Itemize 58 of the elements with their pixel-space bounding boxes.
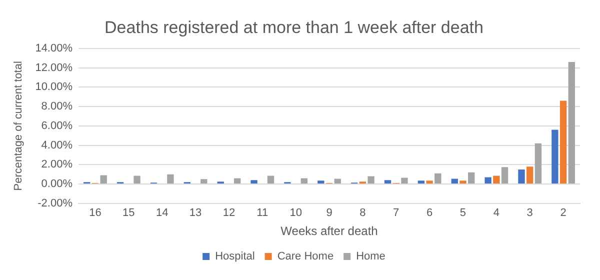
bar xyxy=(134,176,140,184)
x-tick-label: 9 xyxy=(326,207,332,220)
bar xyxy=(493,176,500,184)
bar xyxy=(552,130,558,184)
x-tick-label: 10 xyxy=(290,207,302,220)
bar xyxy=(560,100,567,184)
bar xyxy=(318,180,324,184)
x-tick-label: 6 xyxy=(426,207,433,220)
bar xyxy=(484,177,492,184)
x-tick-label: 15 xyxy=(122,207,135,220)
x-tick-label: 3 xyxy=(526,207,533,220)
x-tick-label: 11 xyxy=(256,207,268,220)
bar xyxy=(368,176,374,184)
bar xyxy=(267,176,274,184)
y-tick-label: 6.00% xyxy=(41,120,73,132)
x-tick-label: 5 xyxy=(460,207,466,220)
bar xyxy=(518,169,525,184)
chart-title: Deaths registered at more than 1 week after death xyxy=(104,18,484,37)
bar xyxy=(300,178,308,184)
legend-label: Home xyxy=(356,250,386,263)
bar xyxy=(167,174,174,184)
x-tick-label: 13 xyxy=(189,207,202,220)
bar xyxy=(426,180,433,184)
bar xyxy=(451,178,458,184)
x-tick-label: 7 xyxy=(393,207,400,220)
bar xyxy=(526,166,534,184)
bar xyxy=(250,180,258,184)
bar xyxy=(334,178,341,184)
bar xyxy=(100,175,107,184)
x-axis-title: Weeks after death xyxy=(280,224,378,238)
y-tick-label: 0.00% xyxy=(41,178,73,190)
bar xyxy=(384,180,392,184)
x-tick-label: 12 xyxy=(222,207,236,220)
bar xyxy=(460,180,466,184)
legend-label: Hospital xyxy=(215,250,255,263)
legend-label: Care Home xyxy=(277,250,334,263)
y-tick-label: 10.00% xyxy=(35,81,73,94)
x-tick-label: 4 xyxy=(493,207,500,220)
y-tick-label: 4.00% xyxy=(41,139,73,152)
x-tick-label: 16 xyxy=(89,207,102,220)
bar xyxy=(234,178,241,184)
y-tick-label: 2.00% xyxy=(41,158,73,171)
bar xyxy=(501,167,508,184)
y-tick-label: 8.00% xyxy=(41,100,73,113)
bar xyxy=(200,179,208,184)
x-tick-label: 8 xyxy=(360,207,366,220)
y-tick-label: -2.00% xyxy=(38,197,73,210)
y-axis-title: Percentage of current total xyxy=(12,61,25,191)
x-tick-label: 14 xyxy=(156,207,168,220)
bar xyxy=(468,172,475,184)
bar xyxy=(534,143,542,184)
y-tick-label: 14.00% xyxy=(35,42,73,54)
bar xyxy=(401,178,408,184)
bar xyxy=(418,180,425,184)
x-tick-label: 2 xyxy=(560,207,566,220)
y-tick-label: 12.00% xyxy=(35,62,73,74)
bar xyxy=(434,173,442,184)
bar xyxy=(568,62,575,184)
